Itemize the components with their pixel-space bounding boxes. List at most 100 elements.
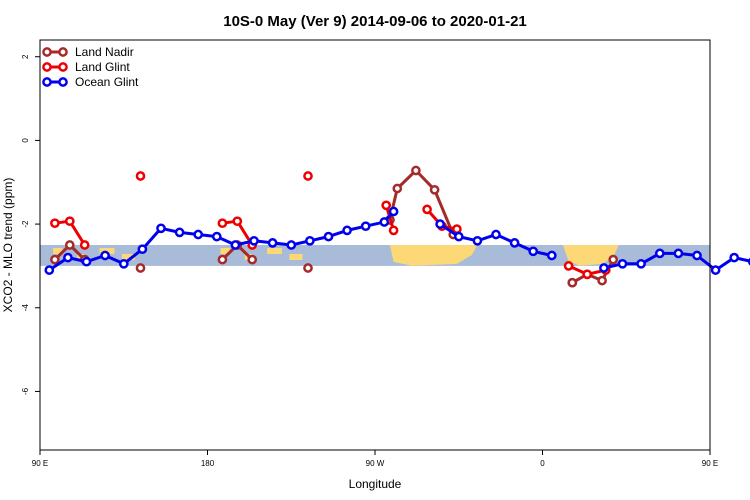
legend-swatch-marker [58,47,68,57]
legend-item: Land Glint [42,60,130,74]
island-shape [53,248,63,254]
y-axis-title: XCO2 - MLO trend (ppm) [1,178,15,313]
data-point [303,171,313,181]
data-point [452,224,462,234]
y-tick-label: 2 [21,54,30,59]
data-point [472,235,483,246]
data-point [305,235,315,246]
legend-swatch-marker [58,77,68,87]
data-point [135,263,146,273]
data-point [546,250,557,261]
legend-label: Land Glint [75,60,130,74]
data-point [64,240,75,250]
data-point [599,263,609,273]
data-point [608,254,619,265]
data-point [50,254,60,265]
legend-swatch-marker [42,47,52,57]
data-point [360,221,371,232]
data-point [137,244,148,255]
data-point [193,229,204,240]
series-land-nadir [50,165,619,288]
data-point [81,256,92,267]
data-point [249,235,259,246]
data-point [710,265,721,275]
data-point [217,254,228,265]
data-point [100,250,110,261]
island-shape [99,248,115,254]
x-tick-label: 90 E [702,459,718,468]
south-america-shape [389,245,478,266]
data-point [230,240,241,250]
data-point [381,200,392,211]
data-point [435,219,445,229]
africa-shape [562,245,619,266]
series-land-glint [50,171,611,280]
data-point [528,246,539,257]
data-point [44,265,55,275]
data-point [729,252,740,263]
data-point [429,184,440,195]
data-point [267,238,278,248]
legend-label: Land Nadir [75,45,134,59]
data-point [388,225,399,236]
island-shape [267,248,282,254]
plot-series [44,165,750,288]
data-point [156,223,166,234]
data-point [411,165,421,176]
data-point [342,225,352,236]
data-point [64,216,75,227]
data-point [379,217,390,227]
legend-swatch-marker [42,77,52,87]
data-point [174,227,185,238]
data-point [567,277,578,288]
data-point [453,231,464,242]
legend-item: Ocean Glint [42,75,139,89]
data-point [247,254,258,265]
data-point [509,238,520,248]
data-point [79,240,90,250]
data-point [673,248,684,259]
data-point [692,250,702,261]
data-point [563,261,574,271]
data-point [135,171,146,181]
data-point [232,216,243,227]
data-point [491,229,501,240]
y-axis: 2 0 -2 -4 -6 [21,54,40,395]
legend-swatch-marker [42,62,52,72]
data-point [118,258,129,269]
chart-title: 10S-0 May (Ver 9) 2014-09-06 to 2020-01-… [223,13,527,30]
x-tick-label: 90 E [32,459,48,468]
y-tick-label: 0 [21,138,30,143]
data-point [636,258,646,269]
data-point [654,248,665,259]
island-shape [220,248,230,254]
data-point [286,240,297,250]
data-point [597,275,607,286]
data-point [217,218,228,229]
data-point [63,252,73,263]
island-shape [289,254,303,260]
data-point [392,183,403,194]
data-point [50,218,60,229]
series-ocean-glint [44,206,750,275]
data-point [211,231,222,242]
data-point [617,258,628,269]
data-point [388,206,399,217]
legend-item: Land Nadir [42,45,134,59]
legend-label: Ocean Glint [75,75,139,89]
y-tick-label: -2 [21,220,30,228]
data-point [422,204,432,215]
y-tick-label: -6 [21,387,30,395]
data-point [323,231,334,242]
x-tick-label: 180 [201,459,215,468]
map-band [40,245,710,266]
island-shape [121,254,135,260]
legend-swatch-marker [58,62,68,72]
x-tick-label: 90 W [366,459,385,468]
data-point [303,263,313,273]
data-point [582,269,593,280]
x-axis-title: Longitude [349,477,402,491]
